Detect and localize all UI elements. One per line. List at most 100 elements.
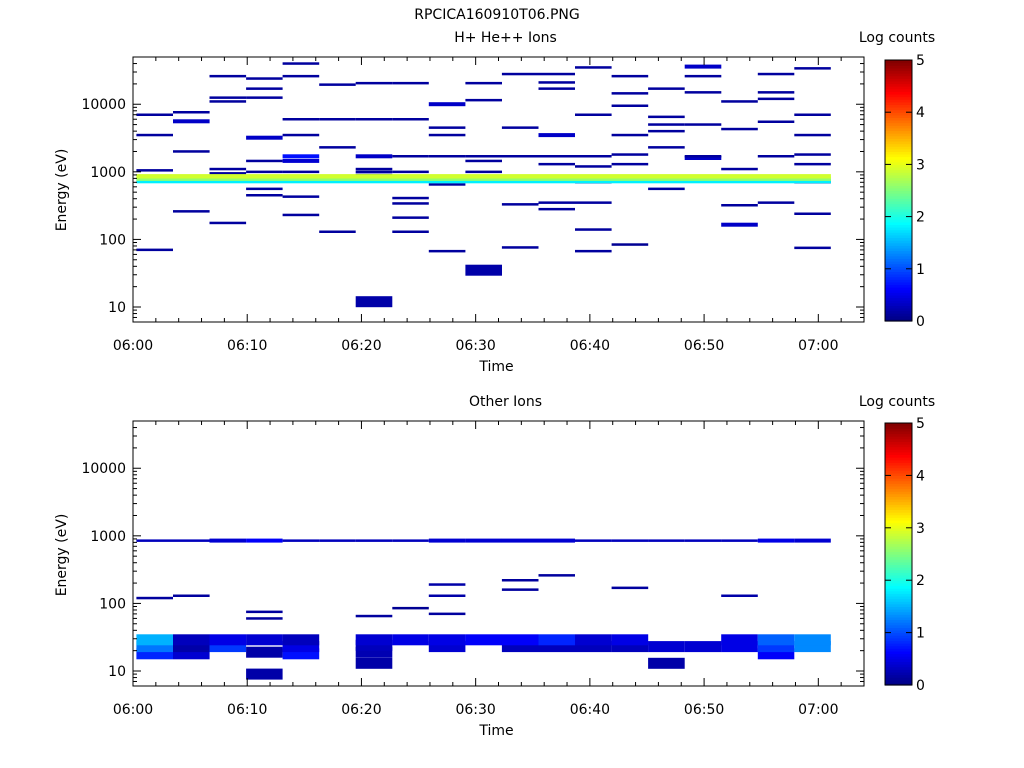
x-tick-label: 07:00: [798, 702, 838, 718]
spectrogram-cell: [136, 596, 173, 600]
colorbar-step: [885, 242, 912, 246]
spectrogram-cell: [538, 162, 575, 166]
spectrogram-cell: [501, 579, 539, 582]
colorbar-step: [885, 127, 912, 132]
colorbar-step: [885, 140, 912, 145]
spectrogram-cell: [757, 648, 795, 660]
spectrogram-cell: [684, 74, 722, 78]
colorbar-step: [885, 253, 912, 257]
spectrogram-cell: [575, 66, 612, 69]
colorbar-step: [885, 457, 912, 461]
spectrogram-cell: [611, 92, 649, 95]
spectrogram-cell: [355, 118, 393, 121]
spectrogram-cell: [355, 167, 393, 171]
colorbar-step: [885, 245, 912, 249]
colorbar-step: [885, 101, 912, 105]
colorbar-label: Log counts: [859, 394, 935, 410]
spectrogram-cell: [428, 612, 466, 616]
colorbar-step: [885, 572, 912, 576]
colorbar-step: [885, 666, 912, 670]
spectrogram-cell: [538, 634, 575, 646]
panel-2-colorbar: [884, 422, 913, 686]
colorbar-step: [885, 313, 912, 317]
x-tick-label: 06:40: [570, 702, 610, 718]
colorbar-step: [885, 237, 912, 241]
spectrogram-cell: [355, 170, 393, 174]
colorbar-step: [885, 493, 912, 497]
colorbar-step: [885, 167, 912, 171]
colorbar-step: [885, 153, 912, 158]
colorbar-step: [885, 593, 912, 597]
spectrogram-cell: [392, 118, 429, 121]
colorbar-step: [885, 645, 912, 649]
spectrogram-cell: [465, 170, 502, 174]
spectrogram-cell: [282, 648, 320, 660]
x-tick-label: 06:50: [684, 338, 724, 354]
colorbar-step: [885, 622, 912, 626]
colorbar-step: [885, 606, 912, 610]
spectrogram-cell: [465, 264, 502, 276]
colorbar-step: [885, 206, 912, 210]
y-tick-label: 10: [108, 664, 126, 680]
colorbar-step: [885, 480, 912, 484]
spectrogram-cell: [501, 72, 539, 76]
spectrogram-cell: [611, 104, 649, 107]
spectrogram-cell: [465, 159, 502, 163]
spectrogram-cell: [465, 538, 502, 543]
spectrogram-cell: [392, 230, 429, 233]
spectrogram-cell: [757, 97, 795, 101]
spectrogram-cell: [794, 162, 831, 166]
colorbar-step: [885, 640, 912, 644]
colorbar-frame: [884, 59, 913, 322]
colorbar-step: [885, 671, 912, 676]
spectrogram-cell: [246, 646, 283, 658]
spectrogram-cell: [209, 172, 247, 175]
colorbar-step: [885, 679, 912, 683]
spectrogram-cell: [209, 167, 247, 171]
colorbar-step: [885, 279, 912, 283]
colorbar-step: [885, 462, 912, 466]
spectrogram-cell: [721, 167, 758, 171]
colorbar-step: [885, 538, 912, 542]
colorbar-step: [885, 114, 912, 119]
colorbar-step: [885, 577, 912, 581]
spectrogram-cell: [684, 91, 722, 94]
x-axis-label: Time: [478, 723, 513, 739]
spectrogram-cell: [648, 146, 685, 149]
spectrogram-cell: [501, 634, 539, 646]
colorbar-step: [885, 289, 912, 293]
spectrogram-cell: [355, 81, 393, 85]
colorbar-step: [885, 425, 912, 429]
spectrogram-cell: [173, 634, 210, 646]
colorbar-tick-label: 0: [916, 314, 925, 330]
colorbar-step: [885, 535, 912, 539]
spectrogram-cell: [465, 81, 502, 85]
colorbar-step: [885, 271, 912, 275]
spectrogram-cell: [648, 115, 685, 119]
page-title: RPCICA160910T06.PNG: [414, 7, 579, 23]
spectrogram-cell: [319, 539, 356, 542]
colorbar-step: [885, 133, 912, 137]
spectrogram-cell: [246, 135, 283, 140]
spectrogram-cell: [319, 146, 356, 149]
colorbar-step: [885, 135, 912, 139]
colorbar-step: [885, 93, 912, 98]
colorbar-step: [885, 449, 912, 453]
colorbar-step: [885, 637, 912, 642]
spectrogram-cell: [209, 221, 247, 225]
spectrogram-cell: [136, 113, 173, 116]
spectrogram-cell: [648, 539, 685, 542]
colorbar-step: [885, 478, 912, 482]
spectrogram-cell: [246, 159, 283, 163]
spectrogram-cell: [392, 634, 429, 646]
spectrogram-cell: [355, 296, 393, 308]
spectrogram-cell: [355, 634, 393, 646]
spectrogram-cell: [721, 641, 758, 653]
spectrogram-cell: [721, 634, 758, 646]
colorbar-step: [885, 284, 912, 288]
colorbar-step: [885, 488, 912, 492]
colorbar-step: [885, 556, 912, 560]
spectrogram-cell: [136, 641, 173, 653]
colorbar-step: [885, 266, 912, 270]
colorbar-step: [885, 430, 912, 435]
